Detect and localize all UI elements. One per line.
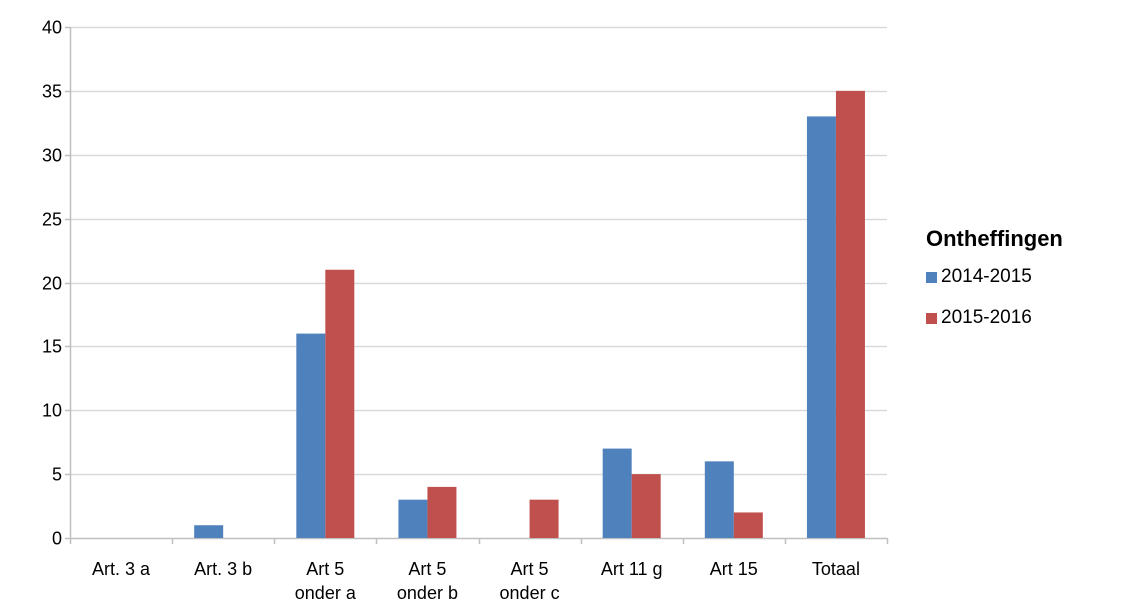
y-tick-label: 35: [42, 82, 62, 102]
bar-2014-2015-5: [602, 448, 632, 538]
x-tick-label: Art. 3 a: [92, 559, 151, 579]
bar-2015-2016-4: [529, 499, 559, 538]
x-tick-label: Art 11 g: [601, 559, 663, 579]
y-tick-label: 30: [42, 146, 62, 166]
bar-2015-2016-5: [631, 474, 661, 538]
y-tick-label: 15: [42, 337, 62, 357]
x-tick-label: onder c: [500, 583, 560, 603]
axes: [65, 26, 889, 544]
legend-title: Ontheffingen: [926, 226, 1063, 251]
x-tick-label: Art 5: [408, 559, 446, 579]
x-tick-label: Art 15: [710, 559, 758, 579]
y-tick-label: 0: [52, 529, 62, 549]
x-tick-label: Totaal: [812, 559, 860, 579]
legend-label: 2014-2015: [941, 266, 1032, 287]
bar-2015-2016-2: [325, 269, 355, 538]
x-tick-label: Art 5: [306, 559, 344, 579]
bar-2015-2016-3: [427, 486, 457, 538]
y-tick-labels: 0 5 10 15 20 25 30 35 40: [42, 18, 62, 549]
legend-item-series-0: 2014-2015: [926, 266, 1063, 288]
x-tick-label: Art. 3 b: [194, 559, 252, 579]
bar-2015-2016-7: [835, 90, 865, 538]
x-tick-labels: Art. 3 a Art. 3 b Art 5 onder a Art 5 onder b…: [92, 559, 860, 603]
legend-label: 2015-2016: [941, 307, 1032, 328]
bar-2014-2015-3: [398, 499, 428, 538]
bars: [194, 90, 865, 539]
x-tick-label: onder b: [397, 583, 458, 603]
x-tick-label: Art 5: [511, 559, 549, 579]
y-tick-label: 20: [42, 274, 62, 294]
bar-2014-2015-2: [296, 333, 326, 538]
y-tick-label: 25: [42, 210, 62, 230]
legend-item-series-1: 2015-2016: [926, 307, 1063, 329]
bar-2014-2015-6: [704, 461, 734, 538]
y-tick-label: 40: [42, 18, 62, 38]
y-tick-label: 5: [52, 465, 62, 485]
bar-2014-2015-7: [806, 116, 836, 539]
legend: Ontheffingen 2014-2015 2015-2016: [926, 226, 1063, 348]
y-tick-label: 10: [42, 401, 62, 421]
legend-swatch: [926, 312, 937, 324]
legend-swatch: [926, 271, 937, 283]
bar-2014-2015-1: [194, 525, 224, 538]
bar-2015-2016-6: [733, 512, 763, 538]
x-tick-label: onder a: [295, 583, 357, 603]
gridlines: [70, 26, 887, 476]
